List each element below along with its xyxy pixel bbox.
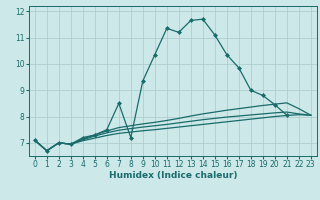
- X-axis label: Humidex (Indice chaleur): Humidex (Indice chaleur): [108, 171, 237, 180]
